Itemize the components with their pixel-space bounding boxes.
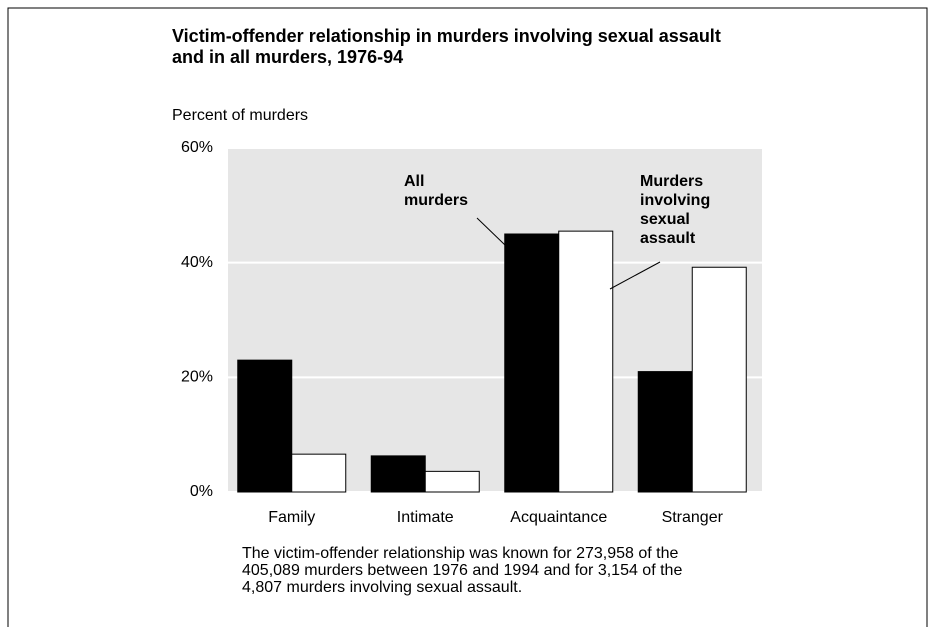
series-annotation: Murders involving sexual assault [640, 173, 711, 247]
x-tick-label: Stranger [662, 509, 724, 526]
y-tick-label: 60% [181, 139, 213, 156]
leader-line [476, 217, 506, 246]
chart-title: Victim-offender relationship in murders … [172, 26, 721, 67]
bar [504, 233, 560, 493]
series-annotation: All murders [404, 173, 469, 209]
bar [370, 455, 426, 493]
y-tick-label: 0% [190, 483, 213, 500]
bar [691, 266, 747, 493]
x-tick-label: Family [268, 509, 315, 526]
leader-line [609, 261, 661, 290]
bar [424, 470, 480, 493]
bar [558, 230, 614, 493]
bar [237, 359, 293, 493]
x-tick-label: Intimate [397, 509, 454, 526]
bar [637, 371, 693, 493]
footnote: The victim-offender relationship was kno… [242, 545, 683, 596]
y-tick-label: 40% [181, 254, 213, 271]
y-tick-label: 20% [181, 369, 213, 386]
y-axis-label: Percent of murders [172, 107, 309, 124]
frame [7, 7, 928, 627]
bar [291, 453, 347, 493]
x-tick-label: Acquaintance [510, 509, 607, 526]
